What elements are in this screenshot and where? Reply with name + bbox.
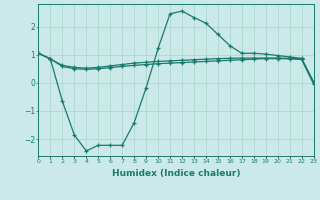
X-axis label: Humidex (Indice chaleur): Humidex (Indice chaleur)	[112, 169, 240, 178]
